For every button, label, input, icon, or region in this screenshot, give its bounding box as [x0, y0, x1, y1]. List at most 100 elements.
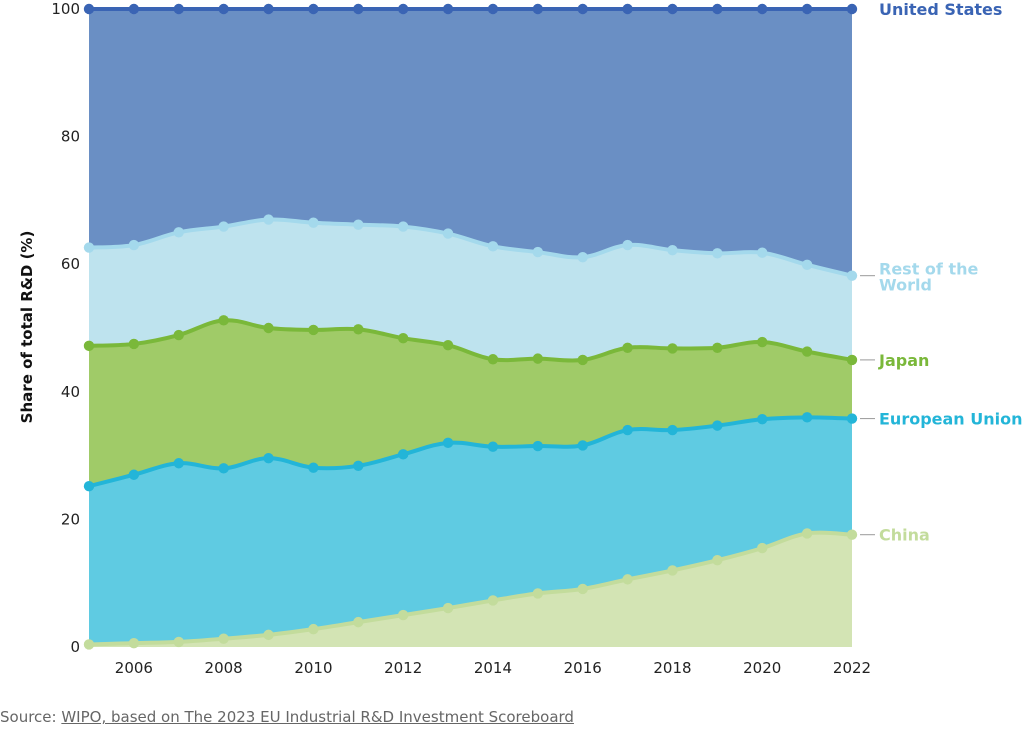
point-china-2008[interactable]	[218, 633, 229, 644]
point-rest-of-the-world-2022[interactable]	[846, 270, 858, 281]
point-european-union-2015[interactable]	[532, 440, 544, 452]
point-united-states-2009[interactable]	[263, 3, 274, 15]
point-european-union-2019[interactable]	[712, 420, 723, 431]
point-united-states-2010[interactable]	[308, 3, 319, 15]
point-united-states-2021[interactable]	[801, 3, 813, 15]
x-tick-label: 2008	[205, 659, 243, 677]
point-japan-2012[interactable]	[397, 333, 409, 344]
series-label-text: China	[879, 526, 930, 545]
point-european-union-2006[interactable]	[128, 469, 140, 480]
point-china-2019[interactable]	[712, 555, 723, 566]
point-china-2016[interactable]	[577, 583, 588, 595]
point-united-states-2018[interactable]	[667, 3, 678, 15]
point-china-2020[interactable]	[757, 542, 768, 554]
point-rest-of-the-world-2016[interactable]	[577, 251, 588, 263]
point-japan-2019[interactable]	[712, 342, 723, 353]
point-united-states-2008[interactable]	[218, 3, 229, 15]
point-japan-2007[interactable]	[173, 329, 184, 341]
point-european-union-2016[interactable]	[577, 440, 588, 451]
point-united-states-2011[interactable]	[353, 3, 364, 15]
point-united-states-2005[interactable]	[83, 3, 95, 15]
point-china-2006[interactable]	[128, 637, 140, 649]
point-japan-2010[interactable]	[308, 324, 319, 336]
point-united-states-2006[interactable]	[128, 3, 140, 15]
point-china-2021[interactable]	[801, 528, 813, 539]
series-labels: China European Union Japan Rest of theWorld…	[860, 0, 1023, 545]
point-rest-of-the-world-2018[interactable]	[667, 244, 678, 256]
point-china-2015[interactable]	[532, 588, 544, 599]
point-rest-of-the-world-2008[interactable]	[218, 221, 229, 232]
point-european-union-2022[interactable]	[846, 413, 858, 424]
point-japan-2008[interactable]	[218, 315, 229, 326]
point-european-union-2012[interactable]	[397, 449, 409, 460]
point-japan-2006[interactable]	[128, 338, 140, 350]
point-european-union-2011[interactable]	[353, 460, 364, 472]
point-japan-2014[interactable]	[487, 354, 499, 365]
point-united-states-2019[interactable]	[712, 3, 723, 15]
point-united-states-2012[interactable]	[397, 3, 409, 15]
points-layer	[83, 3, 858, 650]
point-united-states-2017[interactable]	[622, 3, 633, 15]
point-japan-2021[interactable]	[801, 346, 813, 357]
point-japan-2020[interactable]	[757, 336, 768, 348]
point-rest-of-the-world-2015[interactable]	[532, 246, 544, 258]
source-link[interactable]: WIPO, based on The 2023 EU Industrial R&…	[61, 708, 574, 726]
point-japan-2022[interactable]	[846, 354, 858, 366]
point-china-2018[interactable]	[667, 565, 678, 576]
point-china-2007[interactable]	[173, 636, 184, 648]
point-european-union-2013[interactable]	[442, 437, 454, 449]
point-rest-of-the-world-2007[interactable]	[173, 227, 184, 238]
point-united-states-2007[interactable]	[173, 3, 184, 15]
point-japan-2016[interactable]	[577, 354, 588, 366]
point-rest-of-the-world-2012[interactable]	[397, 221, 409, 232]
point-rest-of-the-world-2019[interactable]	[712, 248, 723, 259]
point-rest-of-the-world-2005[interactable]	[83, 242, 95, 253]
point-japan-2018[interactable]	[667, 343, 678, 354]
point-european-union-2017[interactable]	[622, 424, 633, 436]
point-european-union-2014[interactable]	[487, 441, 499, 452]
point-european-union-2020[interactable]	[757, 414, 768, 425]
point-rest-of-the-world-2013[interactable]	[442, 228, 454, 239]
point-china-2022[interactable]	[846, 529, 858, 540]
point-china-2010[interactable]	[308, 623, 319, 635]
point-european-union-2018[interactable]	[667, 424, 678, 436]
x-tick-label: 2016	[564, 659, 602, 677]
point-united-states-2014[interactable]	[487, 3, 499, 15]
point-rest-of-the-world-2020[interactable]	[757, 247, 768, 258]
point-japan-2005[interactable]	[83, 340, 95, 352]
point-european-union-2009[interactable]	[263, 452, 274, 464]
point-rest-of-the-world-2011[interactable]	[353, 219, 364, 230]
y-axis-ticks: 0 20 40 60 80 100	[51, 0, 80, 656]
point-japan-2015[interactable]	[532, 353, 544, 364]
point-china-2011[interactable]	[353, 616, 364, 628]
point-china-2005[interactable]	[83, 639, 95, 650]
point-japan-2017[interactable]	[622, 342, 633, 353]
point-japan-2011[interactable]	[353, 324, 364, 335]
point-rest-of-the-world-2009[interactable]	[263, 214, 274, 225]
point-united-states-2016[interactable]	[577, 3, 588, 15]
point-japan-2013[interactable]	[442, 340, 454, 351]
point-china-2017[interactable]	[622, 574, 633, 585]
point-japan-2009[interactable]	[263, 322, 274, 334]
point-china-2009[interactable]	[263, 629, 274, 641]
point-united-states-2015[interactable]	[532, 3, 544, 15]
point-rest-of-the-world-2021[interactable]	[801, 259, 813, 271]
x-tick-label: 2010	[294, 659, 332, 677]
point-rest-of-the-world-2014[interactable]	[487, 241, 499, 252]
point-european-union-2007[interactable]	[173, 458, 184, 469]
area-china	[89, 532, 852, 647]
point-european-union-2005[interactable]	[83, 481, 95, 492]
point-china-2013[interactable]	[442, 602, 454, 614]
point-rest-of-the-world-2017[interactable]	[622, 239, 633, 251]
point-united-states-2022[interactable]	[846, 3, 858, 15]
point-european-union-2010[interactable]	[308, 462, 319, 473]
point-china-2014[interactable]	[487, 595, 499, 606]
point-european-union-2008[interactable]	[218, 463, 229, 474]
point-united-states-2013[interactable]	[442, 3, 454, 15]
point-rest-of-the-world-2010[interactable]	[308, 217, 319, 228]
point-rest-of-the-world-2006[interactable]	[128, 239, 140, 251]
point-united-states-2020[interactable]	[757, 3, 768, 15]
point-european-union-2021[interactable]	[801, 412, 813, 423]
point-china-2012[interactable]	[397, 609, 409, 621]
